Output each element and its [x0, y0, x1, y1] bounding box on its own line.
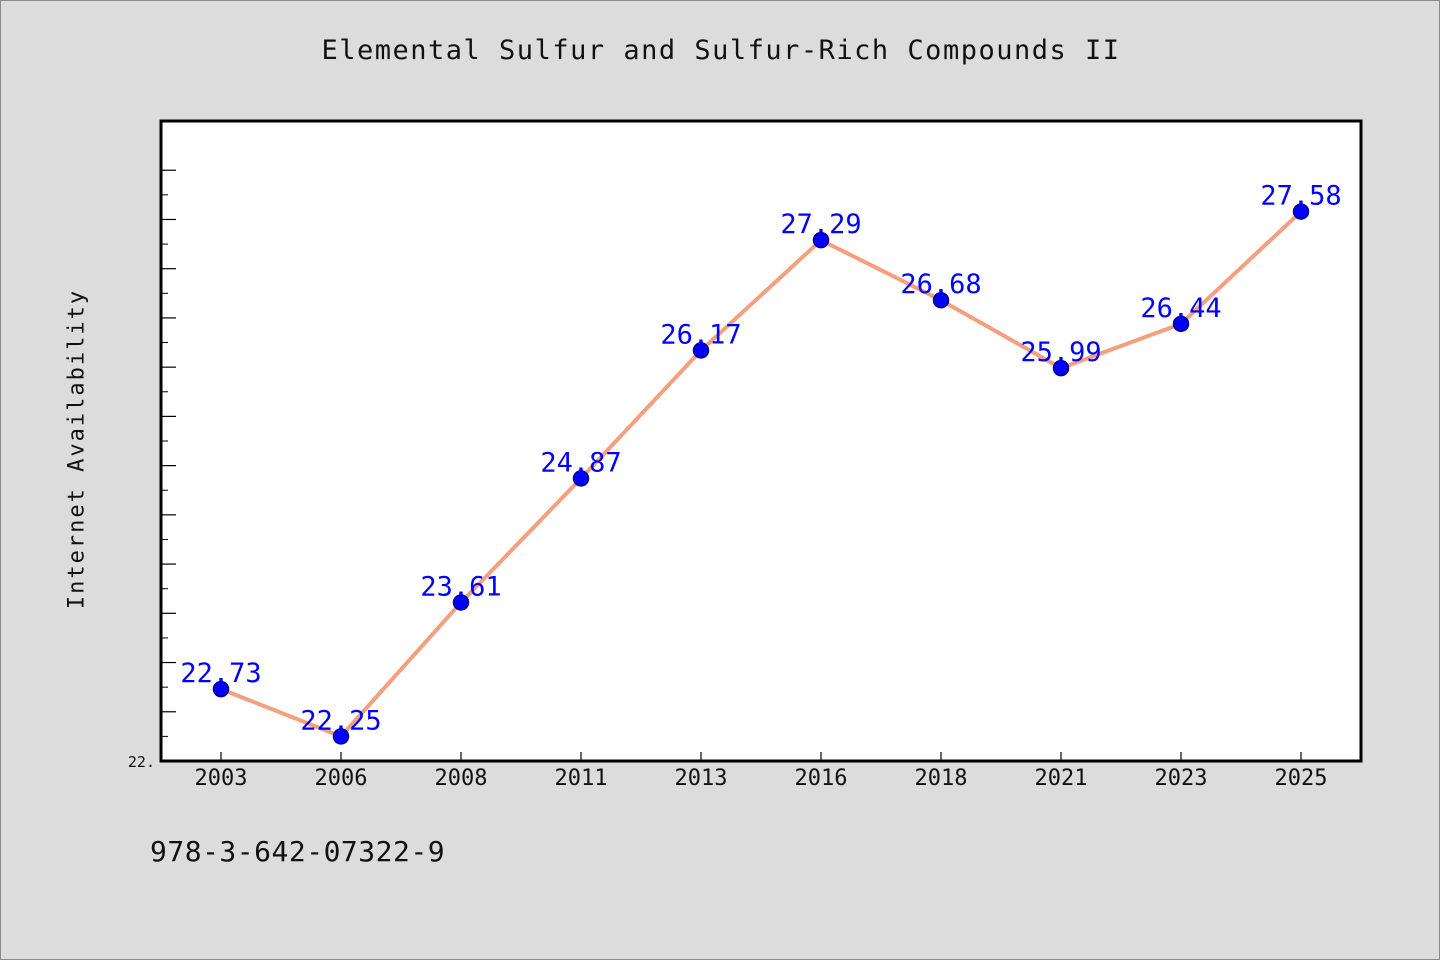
x-tick-label: 2018	[915, 766, 968, 791]
x-tick-label: 2008	[435, 766, 488, 791]
chart-title: Elemental Sulfur and Sulfur-Rich Compoun…	[321, 35, 1121, 66]
data-label: 22.25	[300, 705, 381, 736]
series-line	[219, 209, 1303, 739]
x-tick-label: 2006	[315, 766, 368, 791]
data-label: 26.44	[1140, 293, 1221, 324]
data-point-marker	[1172, 315, 1190, 333]
data-label: 26.68	[900, 269, 981, 300]
data-point-marker	[452, 594, 470, 611]
plot-area	[161, 121, 1361, 761]
y-tick-label: 22.	[128, 753, 155, 771]
data-point-marker	[692, 342, 710, 359]
x-tick-label: 2016	[795, 766, 848, 791]
data-point-marker	[1052, 359, 1070, 377]
data-point-marker	[812, 231, 830, 249]
data-point-marker	[212, 680, 230, 698]
x-tick-label: 2023	[1155, 766, 1208, 791]
data-point-marker	[932, 291, 950, 309]
x-tick-label: 2011	[555, 766, 608, 791]
data-label: 25.99	[1020, 337, 1101, 368]
data-label: 24.87	[540, 447, 621, 478]
data-label: 27.58	[1260, 181, 1341, 212]
plot-border	[159, 119, 1363, 763]
x-tick-label: 2025	[1275, 766, 1328, 791]
x-tick-label: 2003	[195, 766, 248, 791]
data-point-marker	[1292, 203, 1310, 220]
isbn-identifier: 978-3-642-07322-9	[150, 835, 446, 868]
data-label: 22.73	[180, 658, 261, 689]
data-label: 27.29	[780, 209, 861, 240]
data-label: 26.17	[660, 319, 741, 350]
data-point-marker	[572, 470, 590, 487]
x-tick-label: 2021	[1035, 766, 1088, 791]
x-tick-label: 2013	[675, 766, 728, 791]
data-point-marker	[332, 728, 350, 745]
data-label: 23.61	[420, 571, 501, 602]
